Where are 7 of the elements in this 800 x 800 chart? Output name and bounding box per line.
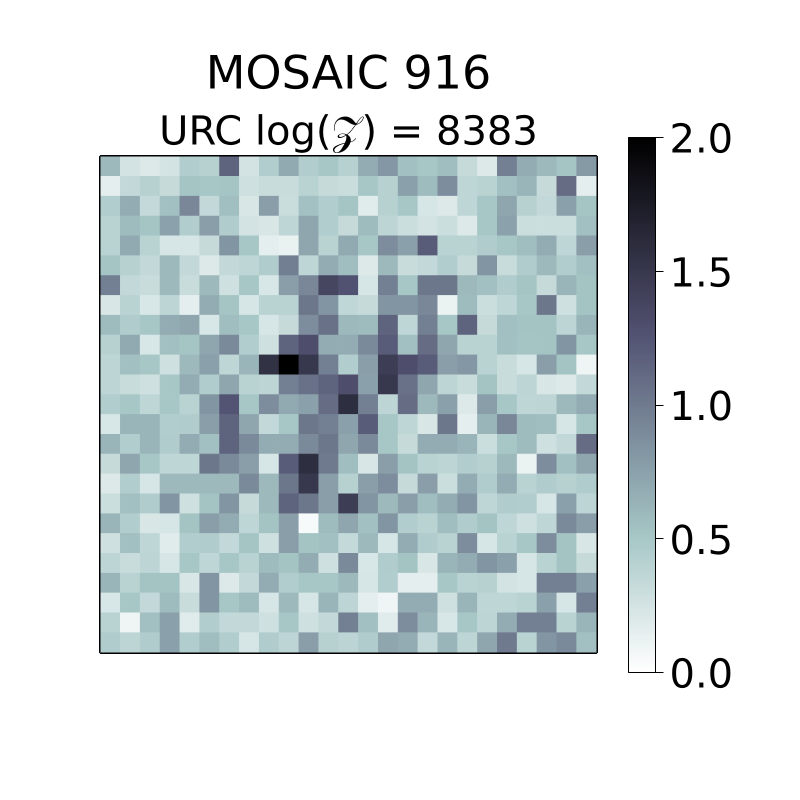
- color-bar-label: 1.5: [670, 250, 734, 296]
- chart-subtitle: URC log(𝒵) = 8383: [159, 108, 538, 154]
- color-bar-label: 2.0: [670, 116, 734, 162]
- chart-title: MOSAIC 916: [206, 46, 492, 100]
- color-bar-label: 1.0: [670, 384, 734, 430]
- color-bar-label: 0.0: [670, 652, 734, 698]
- color-bar-label: 0.5: [670, 518, 734, 564]
